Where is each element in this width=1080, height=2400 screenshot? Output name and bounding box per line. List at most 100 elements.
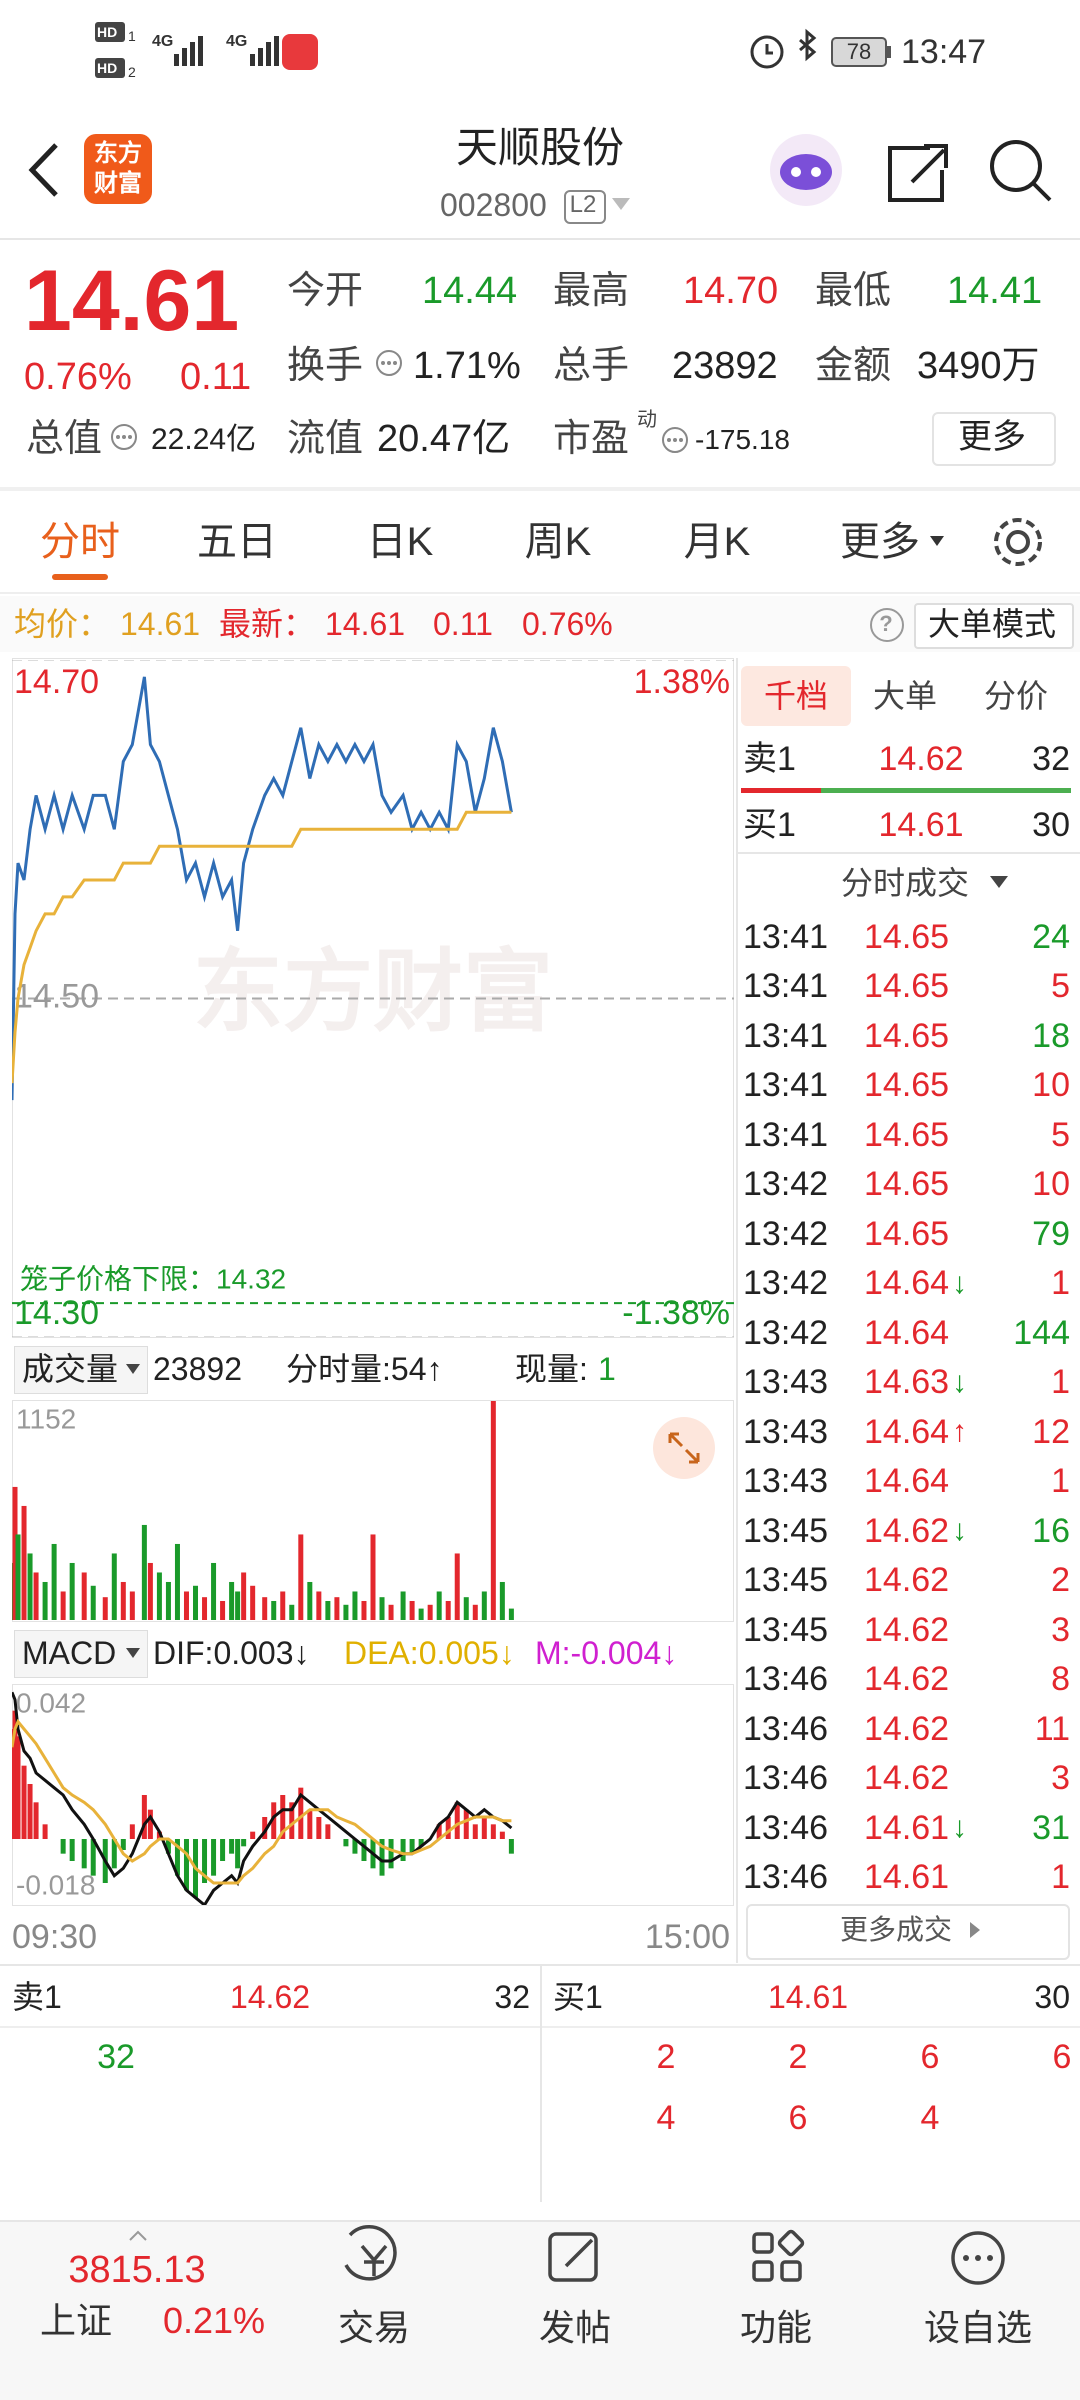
post-icon[interactable] xyxy=(548,2232,598,2282)
depth-tab[interactable]: 千档 xyxy=(763,677,829,714)
tab[interactable]: 五日 xyxy=(197,520,277,564)
volume-bar xyxy=(220,1600,226,1620)
tab[interactable]: 更多 xyxy=(840,520,920,564)
trade-volume: 31 xyxy=(1032,1808,1070,1847)
field-label: 总手 xyxy=(553,345,630,388)
field-label: 金额 xyxy=(815,345,892,388)
field-label: 市盈 xyxy=(553,418,630,461)
volume-bar xyxy=(241,1572,247,1620)
trade-time: 13:45 xyxy=(743,1561,829,1600)
book-volume: 32 xyxy=(494,1978,530,2015)
function-icon[interactable] xyxy=(752,2229,805,2282)
y-tick-label: 14.30 xyxy=(14,1294,99,1332)
expand-button[interactable] xyxy=(653,1417,715,1479)
macd-selector[interactable]: MACD xyxy=(22,1634,117,1671)
trade-time: 13:45 xyxy=(743,1511,829,1550)
pe: -175.18 xyxy=(695,424,790,456)
trade-time: 13:41 xyxy=(743,1115,829,1154)
volume-bar xyxy=(141,1524,147,1620)
logo-text: 财富 xyxy=(94,169,142,197)
more-button-label[interactable]: 更多 xyxy=(958,417,1026,456)
nav-item[interactable]: 设自选 xyxy=(923,2307,1033,2349)
trade-time: 13:42 xyxy=(743,1214,829,1253)
more-trades-label[interactable]: 更多成交 xyxy=(839,1914,953,1946)
volume-bar xyxy=(472,1604,478,1620)
y-tick-label: 14.50 xyxy=(14,977,99,1015)
share-icon[interactable] xyxy=(888,144,948,202)
volume-bar xyxy=(343,1604,349,1620)
trade-time: 13:41 xyxy=(743,967,829,1006)
trade-icon[interactable] xyxy=(344,2225,397,2281)
trade-price: 14.62 xyxy=(864,1759,950,1798)
macd-bar xyxy=(229,1839,235,1854)
avg-label: 均价： xyxy=(14,605,111,642)
trade-price: 14.61 xyxy=(864,1858,950,1897)
tab-divider xyxy=(0,592,1080,594)
index-change[interactable]: 0.21% xyxy=(162,2300,266,2342)
cage-value: 14.32 xyxy=(216,1264,286,1295)
dropdown-icon xyxy=(930,536,944,546)
index-name[interactable]: 上证 xyxy=(39,2300,113,2342)
macd-bar xyxy=(343,1839,349,1847)
dea: DEA:0.005↓ xyxy=(344,1634,515,1671)
volume-selector[interactable]: 成交量 xyxy=(22,1350,119,1387)
trade-price: 14.64 xyxy=(864,1264,950,1303)
robot-icon[interactable] xyxy=(770,134,842,206)
volume-bar xyxy=(21,1505,27,1620)
macd-bar xyxy=(307,1809,313,1839)
nav-item[interactable]: 交易 xyxy=(337,2307,411,2349)
nav-item[interactable]: 功能 xyxy=(739,2307,813,2349)
logo[interactable] xyxy=(84,134,152,204)
help-icon[interactable] xyxy=(870,608,904,642)
volume-bar xyxy=(174,1543,180,1620)
trade-time: 13:42 xyxy=(743,1264,829,1303)
book-divider xyxy=(540,1966,542,2202)
index-value[interactable]: 3815.13 xyxy=(68,2249,206,2292)
macd-bar xyxy=(280,1795,286,1839)
more-button[interactable] xyxy=(932,412,1056,466)
selector-box[interactable] xyxy=(14,1346,148,1394)
trade-price: 14.65 xyxy=(864,1115,950,1154)
macd-bar xyxy=(33,1802,39,1839)
trade-time: 13:41 xyxy=(743,1016,829,1055)
y-tick-label: 0.042 xyxy=(16,1687,86,1718)
more-trades-button[interactable] xyxy=(746,1904,1070,1960)
volume-bar xyxy=(129,1591,135,1620)
tab[interactable]: 周K xyxy=(524,520,592,564)
search-icon[interactable] xyxy=(990,140,1052,202)
volume-bar xyxy=(325,1600,331,1620)
dif: DIF:0.003↓ xyxy=(153,1634,310,1671)
depth-tab[interactable]: 大单 xyxy=(872,677,938,714)
current-volume-label: 现量: xyxy=(515,1350,588,1387)
watchlist-icon[interactable] xyxy=(951,2231,1005,2285)
mode-button[interactable] xyxy=(914,603,1074,649)
play-icon xyxy=(970,1922,980,1938)
sim-badge: HD xyxy=(97,23,118,40)
depth-label: 买1 xyxy=(743,805,796,844)
tab[interactable]: 月K xyxy=(683,520,751,564)
nav-item[interactable]: 发帖 xyxy=(538,2307,612,2349)
back-icon[interactable] xyxy=(28,143,58,197)
settings-icon[interactable] xyxy=(994,518,1042,566)
volume-bar xyxy=(280,1591,286,1620)
battery: 78 xyxy=(846,38,872,64)
field-label: 换手 xyxy=(287,345,364,388)
volume-bar xyxy=(90,1585,96,1620)
market-cap: 22.24亿 xyxy=(151,423,257,456)
tab[interactable]: 分时 xyxy=(40,520,120,564)
volume-bar xyxy=(289,1604,295,1620)
macd-bar xyxy=(69,1839,75,1861)
active-tab[interactable] xyxy=(741,666,851,726)
selector-box[interactable] xyxy=(14,1630,148,1678)
depth-tab[interactable]: 分价 xyxy=(983,677,1049,714)
mode-button-label[interactable]: 大单模式 xyxy=(927,605,1057,642)
tab[interactable]: 日K xyxy=(366,520,434,564)
dropdown-icon xyxy=(612,198,630,210)
trade-time: 13:43 xyxy=(743,1462,829,1501)
macd-m: M:-0.004↓ xyxy=(535,1634,678,1671)
volume-bar xyxy=(418,1608,424,1620)
queue-volume: 2 xyxy=(788,2037,808,2076)
trade-price: 14.64 xyxy=(864,1412,950,1451)
macd-bar xyxy=(129,1824,135,1839)
volume-bar xyxy=(490,1401,496,1620)
